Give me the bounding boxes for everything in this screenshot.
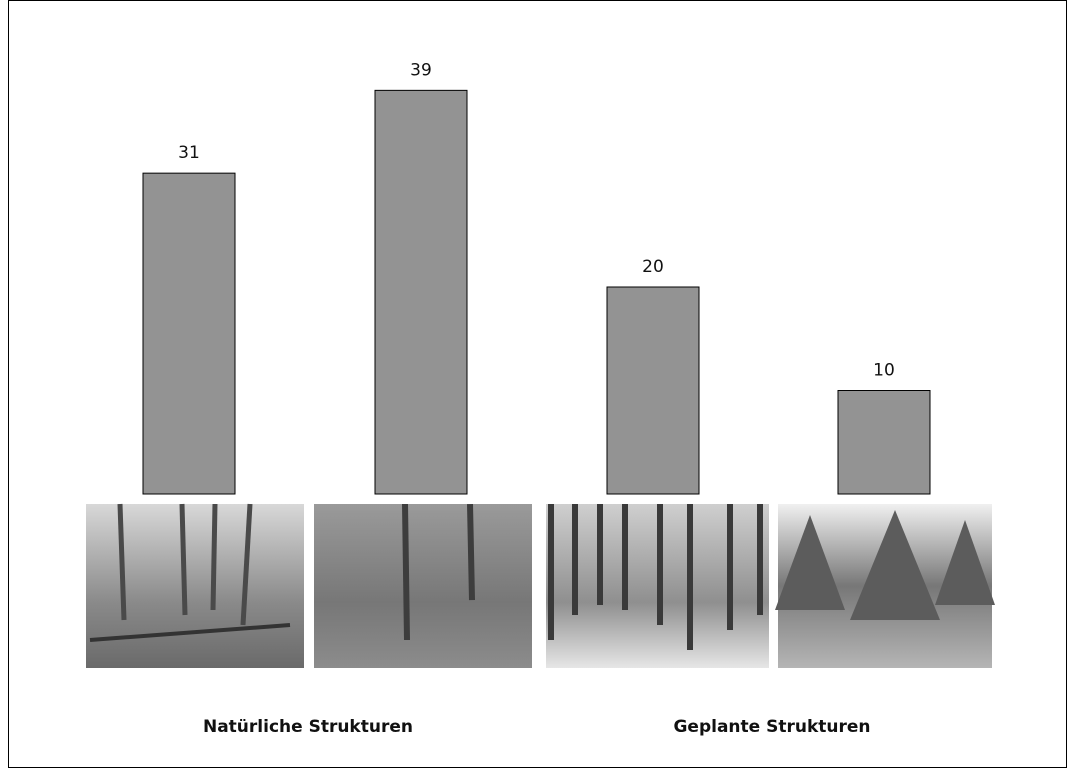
value-label: 20 (642, 257, 664, 277)
photo (86, 503, 304, 668)
photo (546, 504, 769, 668)
group-label: Geplante Strukturen (673, 717, 870, 737)
bar (606, 286, 700, 495)
value-label: 31 (178, 143, 200, 163)
group-label: Natürliche Strukturen (203, 717, 413, 737)
bar (374, 89, 468, 495)
photo (775, 504, 995, 668)
bar (837, 390, 931, 495)
value-label: 39 (410, 60, 432, 80)
value-label: 10 (873, 361, 895, 381)
bar (142, 172, 236, 495)
photo (314, 503, 532, 668)
frame (8, 0, 1067, 768)
